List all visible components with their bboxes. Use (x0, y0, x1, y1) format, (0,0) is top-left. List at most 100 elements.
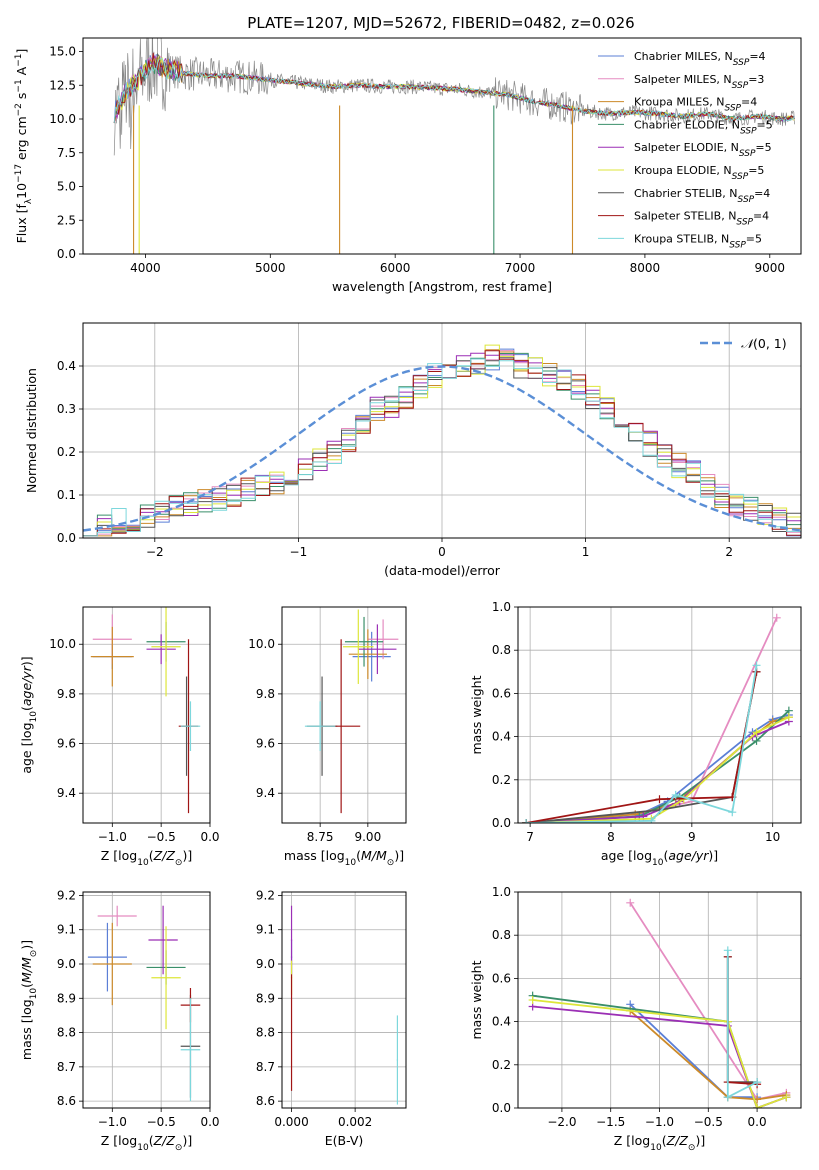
y-tick-label: 8.6 (256, 1094, 275, 1108)
x-tick-label: 0.0 (200, 1115, 219, 1129)
spectrum-model-line (113, 57, 795, 124)
x-tick-label: 7 (526, 830, 534, 844)
label-part: λ (24, 198, 34, 204)
label-part: erg cm (14, 116, 29, 164)
legend-entry: Salpeter MILES, NSSP=3 (634, 73, 764, 91)
plot-area (83, 344, 801, 537)
mass-weight-marker (522, 819, 531, 823)
label-part: Z/Z (666, 1133, 689, 1148)
x-tick-label: 10 (765, 830, 780, 844)
label-part: =4 (741, 96, 757, 109)
axes-frame (82, 891, 211, 1109)
y-tick-label: 8.8 (57, 1026, 76, 1040)
label-part: s (14, 93, 29, 104)
mass-weight-marker (782, 1093, 791, 1102)
axes-frame (517, 891, 802, 1109)
mass-weight-line (525, 671, 758, 823)
label-part: ( (149, 1133, 154, 1148)
legend-entry: 𝒩(0, 1) (741, 336, 787, 351)
label-part: 10 (345, 858, 357, 868)
x-tick-label: −1.0 (98, 1115, 127, 1129)
label-part: 10 (650, 1143, 662, 1153)
label-part: 10 (14, 183, 29, 199)
mass-weight-marker (752, 661, 761, 670)
x-tick-label: 0.002 (338, 1115, 372, 1129)
label-part: Kroupa MILES, N (634, 96, 724, 109)
mass-weight-line (532, 999, 787, 1108)
y-tick-label: 0.0 (57, 531, 76, 545)
panel-age_vs_Z: −1.0 −0.5 0.09.49.69.810.0Z [log10(Z/Z⊙)]a… (19, 606, 220, 868)
label-part: ⊙ (387, 858, 395, 868)
label-part: =5 (748, 164, 764, 177)
normal-curve (83, 365, 801, 532)
gridlines (282, 892, 406, 1108)
panel-spectrum: 4000 5000 6000 7000 8000 9000 0.0 2.5 5.0 7.5 10.0… (14, 37, 802, 294)
label-part: SSP (732, 81, 749, 91)
plot-area (528, 898, 791, 1108)
y-tick-label: 5.0 (57, 180, 76, 194)
x-axis-label: (data-model)/error (384, 563, 501, 578)
x-tick-label: −1.5 (596, 1115, 625, 1129)
label-part: mass [log (19, 999, 34, 1060)
legend-entry: Kroupa STELIB, NSSP=5 (634, 232, 762, 250)
x-tick-label: 0.000 (274, 1115, 308, 1129)
y-tick-label: 9.1 (256, 923, 275, 937)
x-tick-label: 6000 (380, 261, 411, 275)
y-axis-label: Flux [fλ10−17 erg cm−2 s−1 A−1] (14, 49, 34, 244)
legend-entry: Salpeter STELIB, NSSP=4 (634, 210, 769, 228)
x-tick-label: 8.75 (307, 830, 334, 844)
label-part: =5 (757, 118, 773, 131)
gridlines (83, 323, 801, 539)
label-part: Z [log (614, 1133, 650, 1148)
label-part: wavelength [Angstrom, rest frame] (332, 279, 552, 294)
mass-weight-marker (753, 1104, 762, 1108)
label-part: =4 (749, 50, 765, 63)
x-tick-label: 8 (607, 830, 615, 844)
label-part: (0, 1) (753, 336, 787, 351)
plot-area (87, 905, 201, 1102)
label-part: −1 (14, 54, 24, 67)
label-part: M/M (19, 957, 34, 983)
y-axis-label: mass [log10(M/M⊙)] (19, 940, 39, 1060)
label-part: M/M (361, 848, 387, 863)
y-tick-label: 8.6 (57, 1094, 76, 1108)
label-part: Chabrier STELIB, N (634, 187, 738, 200)
mass-weight-marker (655, 795, 664, 804)
label-part: ⊙ (175, 1143, 183, 1153)
label-part: ( (149, 848, 154, 863)
mass-weight-line (629, 1010, 787, 1101)
y-tick-label: 2.5 (57, 213, 76, 227)
figure-title: PLATE=1207, MJD=52672, FIBERID=0482, z=0… (247, 14, 634, 32)
x-tick-label: −1.0 (98, 830, 127, 844)
label-part: age/yr (668, 848, 709, 863)
mass-weight-marker (528, 996, 537, 1004)
x-tick-label: 1 (582, 545, 590, 559)
label-part: ( (356, 848, 361, 863)
spectrum-model-line (113, 55, 795, 124)
y-tick-label: 9.2 (256, 888, 275, 902)
y-tick-label: 0.4 (492, 1015, 511, 1029)
y-tick-label: 0.0 (492, 816, 511, 830)
panel-age_vs_mass: 8.75 9.00 9.4 9.6 9.8 10.0 mass [log10(M/M⊙)] (248, 606, 407, 868)
y-tick-label: 0.6 (492, 971, 511, 985)
x-tick-label: 7000 (505, 261, 536, 275)
label-part: )] (708, 848, 718, 863)
axes-frame (82, 606, 211, 824)
panel-mass_vs_ebv: 0.000 0.002 8.6 8.7 8.8 8.9 9.0 9.1 9.2 E(B-V) (256, 888, 407, 1148)
mass-weight-marker (752, 728, 761, 737)
y-tick-label: 9.6 (256, 737, 275, 751)
label-part: ] (14, 49, 29, 54)
y-tick-label: 1.0 (492, 600, 511, 614)
y-tick-label: 0.4 (57, 359, 76, 373)
label-part: Salpeter STELIB, N (634, 210, 736, 223)
label-part: ( (19, 706, 34, 711)
label-part: 10 (29, 711, 39, 723)
label-part: (data-model)/error (384, 563, 501, 578)
panel-mass_weight_vs_Z: −2.0 −1.5 −1.0 −0.5 0.0 0.0 0.2 0.4 0.6 0.8 1.0 Z [… (469, 885, 802, 1153)
x-tick-label: −2 (146, 545, 164, 559)
y-tick-label: 10.0 (49, 637, 76, 651)
label-part: Chabrier ELODIE, N (634, 118, 740, 131)
x-tick-label: −2.0 (547, 1115, 576, 1129)
label-part: 10 (137, 1143, 149, 1153)
